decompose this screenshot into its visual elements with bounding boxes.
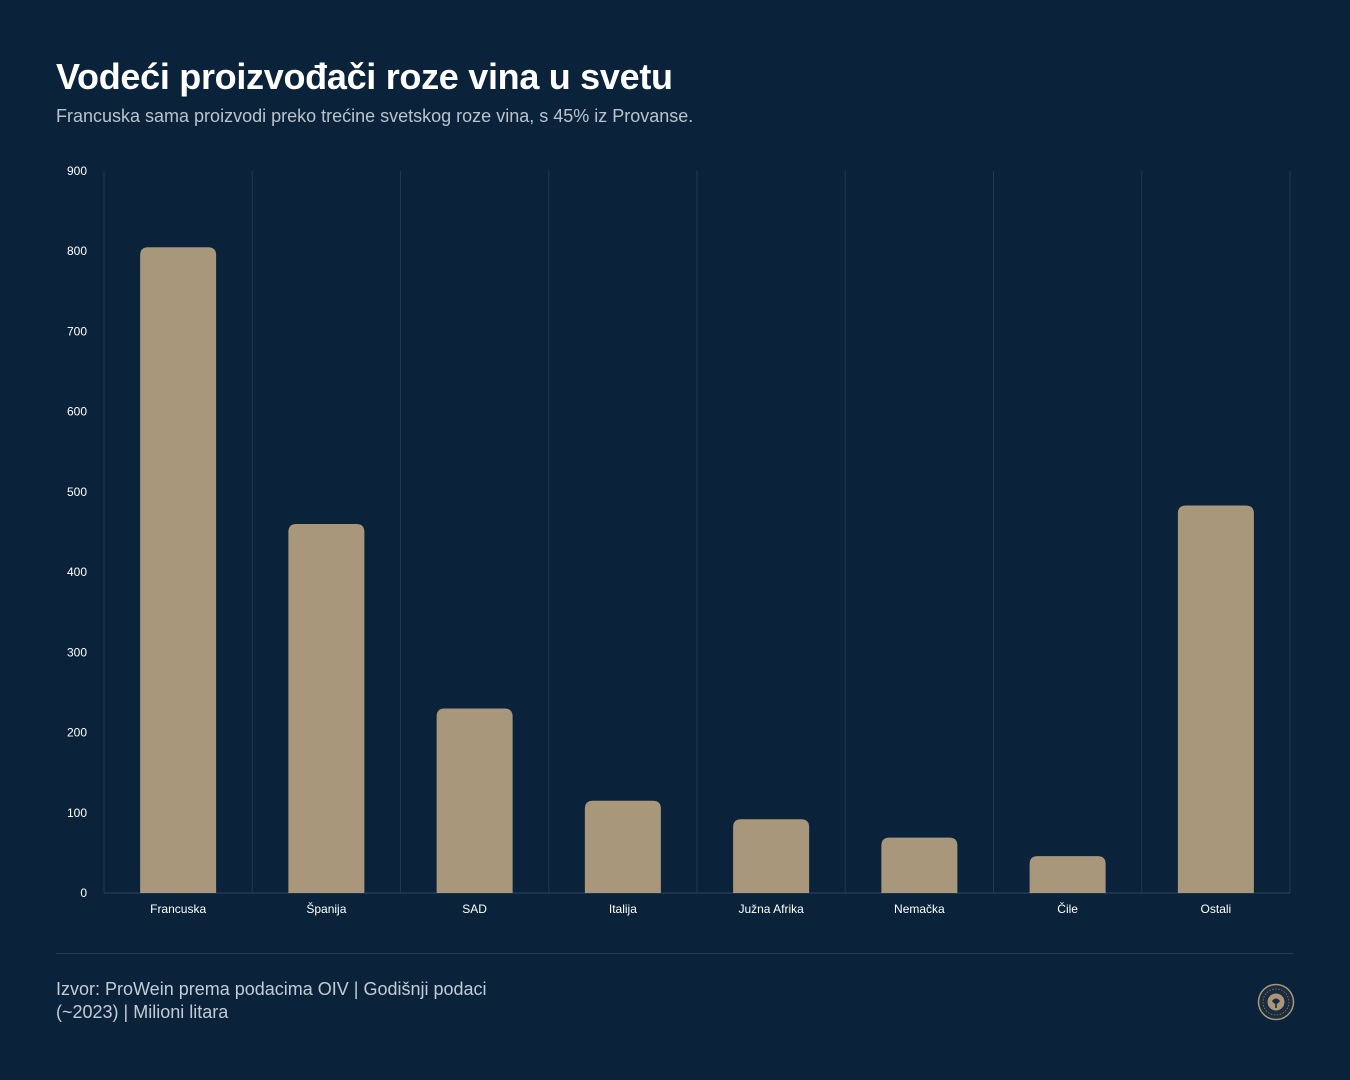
y-tick-label: 400	[67, 565, 87, 579]
chart-subtitle: Francuska sama proizvodi preko trećine s…	[56, 106, 694, 126]
x-tick-label: SAD	[462, 902, 487, 916]
y-tick-label: 600	[67, 405, 87, 419]
x-tick-label: Nemačka	[894, 902, 945, 916]
bar	[1177, 505, 1254, 893]
y-tick-label: 200	[67, 726, 87, 740]
x-tick-label: Španija	[306, 901, 346, 916]
bar	[436, 708, 513, 893]
y-tick-label: 900	[67, 164, 87, 178]
footer-divider	[56, 953, 1294, 954]
source-note: Izvor: ProWein prema podacima OIV | Godi…	[56, 979, 487, 1022]
x-tick-label: Francuska	[150, 902, 206, 916]
chart-title: Vodeći proizvođači roze vina u svetu	[56, 56, 673, 97]
y-tick-label: 800	[67, 244, 87, 258]
y-tick-label: 500	[67, 485, 87, 499]
y-tick-label: 300	[67, 645, 87, 659]
x-tick-label: Ostali	[1201, 902, 1232, 916]
bar	[733, 819, 810, 893]
bar-chart: 0 100 200 300 400 500 600 700 800 900 Francuska Špa…	[67, 164, 1291, 916]
x-tick-label: Italija	[609, 902, 637, 916]
x-tick-label: Čile	[1057, 901, 1078, 916]
x-tick-label: Južna Afrika	[738, 902, 804, 916]
bar	[288, 523, 365, 893]
bar	[140, 247, 217, 893]
y-tick-label: 700	[67, 324, 87, 338]
y-tick-label: 0	[80, 886, 87, 900]
bar	[1029, 856, 1106, 893]
bar	[584, 800, 661, 893]
seal-logo-icon	[1257, 983, 1295, 1021]
bar	[881, 837, 958, 893]
y-tick-label: 100	[67, 806, 87, 820]
